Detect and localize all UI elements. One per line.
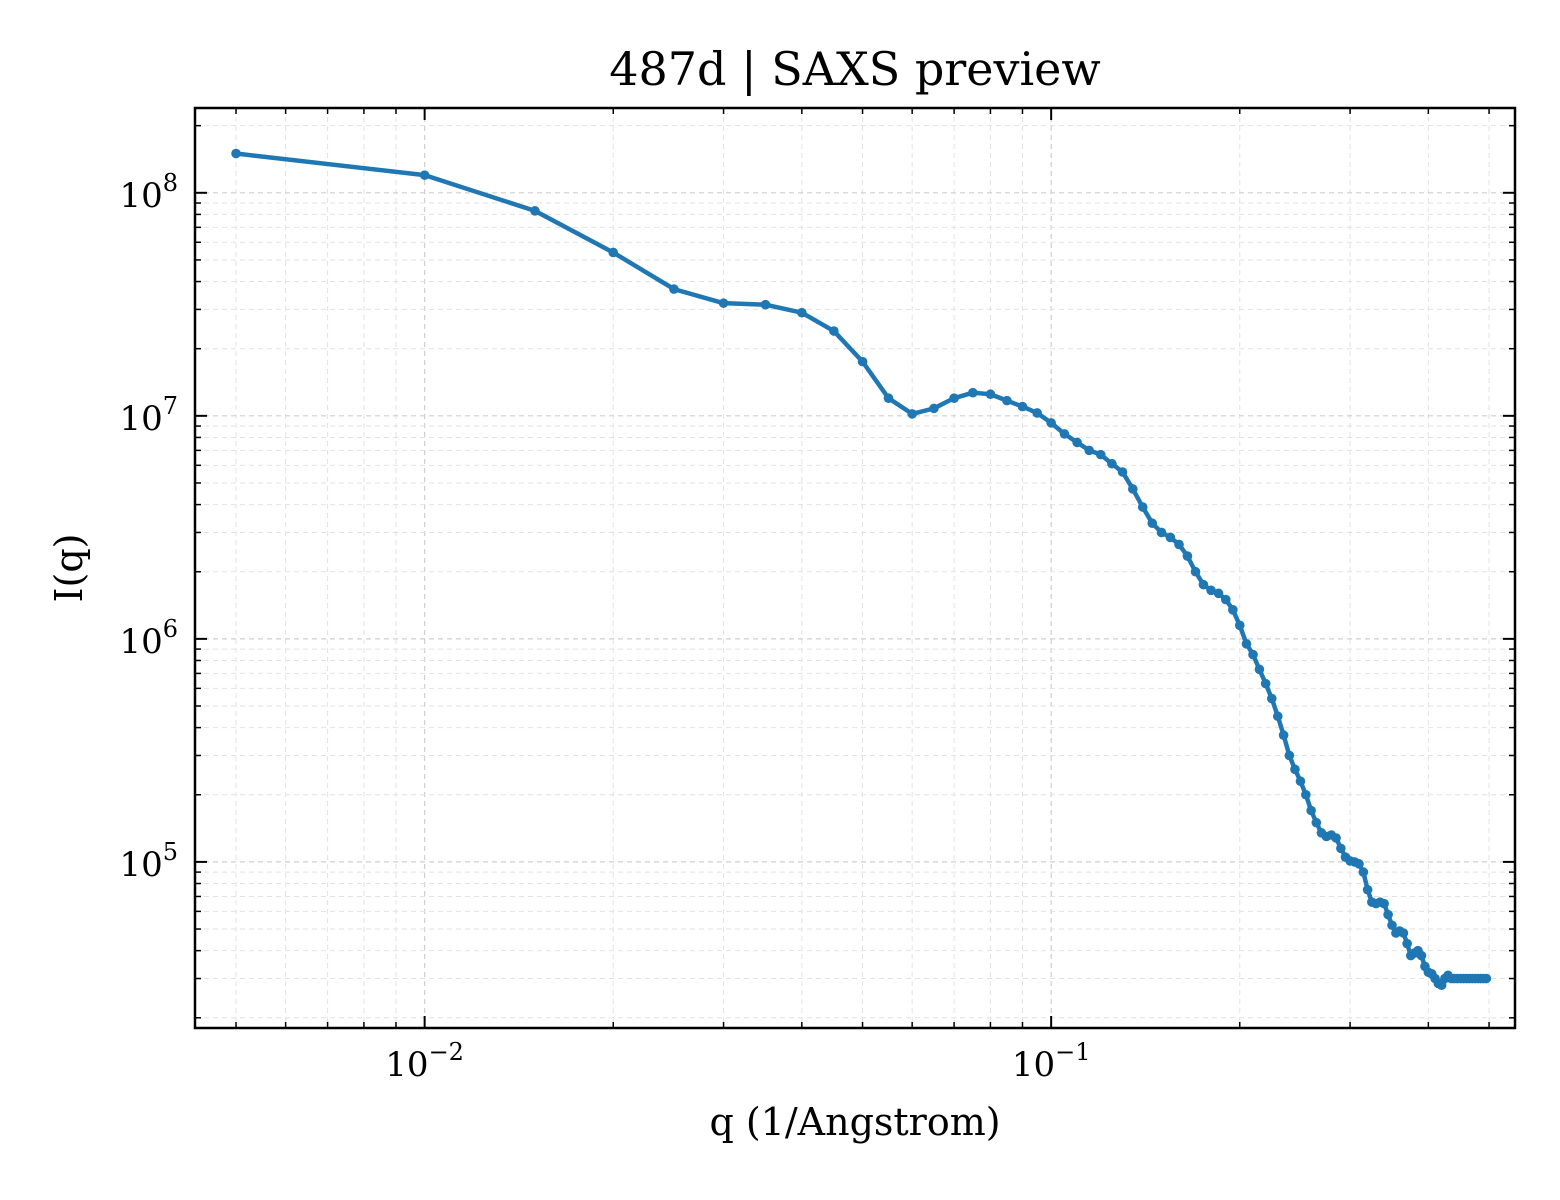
y-tick-label: 105 [119,838,178,885]
x-tick-label: 10−2 [385,1038,464,1085]
x-axis-label: q (1/Angstrom) [709,1100,1000,1144]
data-point [669,284,679,294]
data-point [1147,518,1158,529]
data-point [1362,884,1373,895]
data-point [968,387,978,398]
y-tick-label: 108 [119,169,178,216]
data-point [829,326,839,336]
data-point [231,148,241,159]
data-point [1107,458,1117,469]
data-point [1206,585,1216,596]
data-point [1358,867,1369,877]
series-line [233,151,1489,988]
data-point [1241,639,1252,649]
data-point [1128,484,1138,494]
data-point [949,393,959,403]
data-point [530,206,540,216]
data-point [1174,539,1184,550]
data-point [718,298,729,308]
data-point [1156,527,1167,538]
data-point [1213,588,1224,599]
data-point [1336,843,1346,854]
data-series [231,148,1492,991]
data-point [1387,920,1397,931]
data-point [1354,859,1364,869]
data-point [1228,604,1238,615]
data-point [1198,579,1209,590]
data-point [1383,909,1393,920]
data-point [760,299,771,310]
data-point [1278,730,1289,740]
data-point [1284,750,1295,761]
data-point [608,247,619,258]
data-point [1165,532,1176,543]
data-point [1017,401,1028,412]
data-point [797,307,807,318]
data-point [1416,950,1427,961]
chart-title: 487d | SAXS preview [609,42,1101,96]
data-point [1190,566,1201,577]
grid [195,108,1515,1028]
data-point [1095,449,1106,460]
data-point [1234,620,1245,631]
data-point [1117,467,1128,477]
data-point [1032,408,1042,418]
data-point [1084,445,1094,456]
data-point [1398,928,1409,938]
data-point [1295,776,1306,787]
data-point [1182,551,1193,561]
data-point [929,403,939,414]
y-tick-label: 106 [119,615,178,662]
tick-labels: 10−2 10−1 105 106 107 108 [119,169,1090,1085]
data-point [1046,418,1056,428]
plot-frame [193,106,1517,1030]
y-axis-label: I(q) [47,534,91,603]
data-point [1002,395,1012,406]
data-point [1272,711,1283,722]
data-point [1266,693,1277,704]
data-point [1248,649,1258,660]
data-point [1481,973,1492,984]
data-point [1220,594,1231,605]
data-point [1301,789,1311,800]
data-point [1290,764,1300,775]
data-point [985,389,996,400]
data-point [1311,817,1322,828]
x-tick-label: 10−1 [1012,1038,1091,1085]
data-point [883,393,894,403]
data-point [1331,833,1341,843]
data-point [1059,429,1070,439]
data-point [857,356,868,367]
data-point [907,409,917,419]
data-point [1254,664,1265,675]
data-point [1402,938,1412,949]
data-point [1072,437,1082,448]
data-point [1260,678,1271,689]
y-tick-label: 107 [119,392,178,439]
data-point [1306,805,1316,816]
data-point [419,170,430,180]
axis-ticks [195,108,1515,1028]
data-point [1137,502,1148,512]
data-point [1379,898,1389,909]
